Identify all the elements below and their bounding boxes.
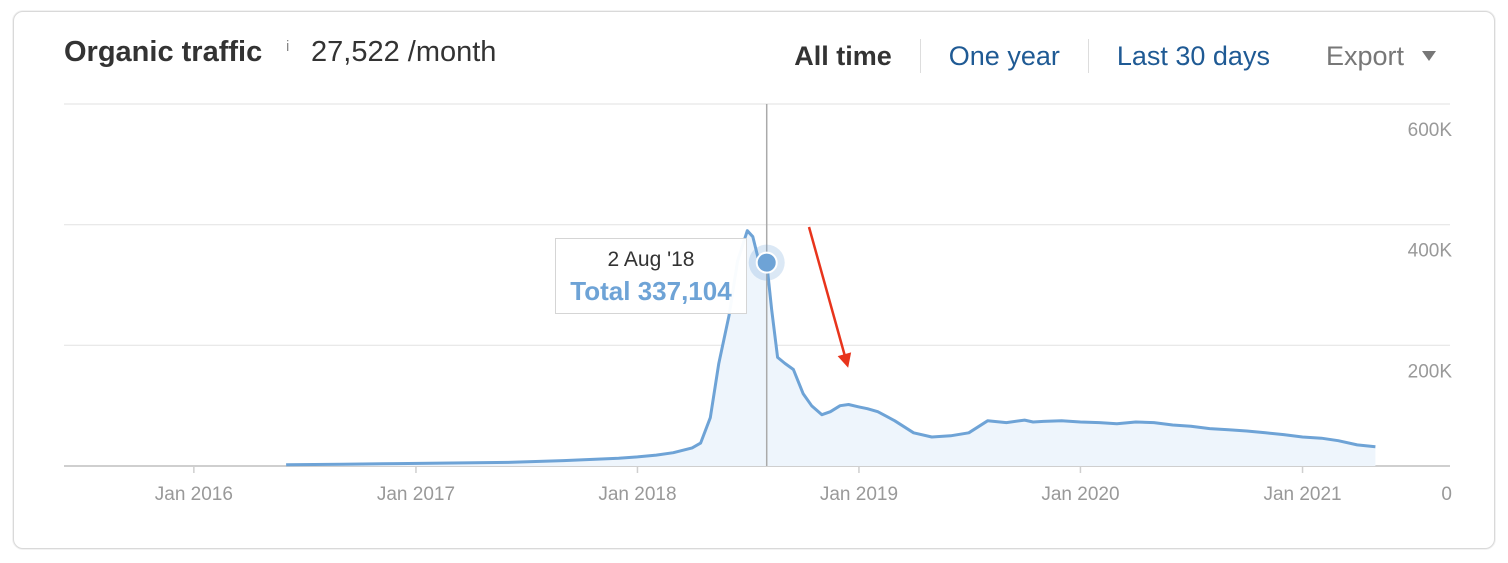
trend-arrow-line xyxy=(807,226,848,361)
x-tick-label: Jan 2020 xyxy=(1041,484,1119,505)
time-range-tabs: All time One year Last 30 days Export xyxy=(794,38,1436,74)
traffic-value: 27,522 /month xyxy=(311,36,497,68)
traffic-area xyxy=(286,230,1376,466)
card-title: Organic traffic xyxy=(64,36,263,68)
chart-tooltip: 2 Aug '18 Total 337,104 xyxy=(555,238,747,314)
highlight-point xyxy=(755,251,778,274)
trend-arrow-head xyxy=(837,352,852,368)
traffic-line xyxy=(286,229,1376,467)
traffic-card: Organic traffic i 27,522 /month All time… xyxy=(13,11,1495,549)
x-tick-label: Jan 2018 xyxy=(598,484,676,505)
y-tick-label: 600K xyxy=(1408,120,1453,141)
y-tick-label: 200K xyxy=(1408,361,1453,382)
tab-last-30-days[interactable]: Last 30 days xyxy=(1116,40,1270,71)
tooltip-date: 2 Aug '18 xyxy=(607,248,695,271)
export-button[interactable]: Export xyxy=(1298,41,1436,72)
traffic-chart[interactable]: Jan 2016 Jan 2017 Jan 2018 Jan 2019 Jan 2020… xyxy=(14,12,1496,550)
y-tick-label: 0 xyxy=(1441,484,1452,505)
tab-all-time[interactable]: All time xyxy=(794,40,892,71)
x-tick-label: Jan 2017 xyxy=(377,484,455,505)
x-tick-label: Jan 2021 xyxy=(1263,484,1341,505)
tab-divider xyxy=(1087,39,1089,73)
x-tick-label: Jan 2019 xyxy=(820,484,898,505)
tab-divider xyxy=(919,39,921,73)
y-tick-label: 400K xyxy=(1408,241,1453,262)
tooltip-total: Total 337,104 xyxy=(570,276,732,306)
card-header: Organic traffic i 27,522 /month All time… xyxy=(14,12,1494,92)
tab-one-year[interactable]: One year xyxy=(948,40,1060,71)
x-axis-ticks: Jan 2016 Jan 2017 Jan 2018 Jan 2019 Jan 2020… xyxy=(155,466,1342,505)
x-tick-label: Jan 2016 xyxy=(155,484,233,505)
caret-down-icon xyxy=(1422,51,1436,61)
y-axis-ticks: 0 200K 400K 600K xyxy=(1408,120,1453,505)
info-icon[interactable]: i xyxy=(286,38,290,55)
export-label: Export xyxy=(1325,40,1404,71)
